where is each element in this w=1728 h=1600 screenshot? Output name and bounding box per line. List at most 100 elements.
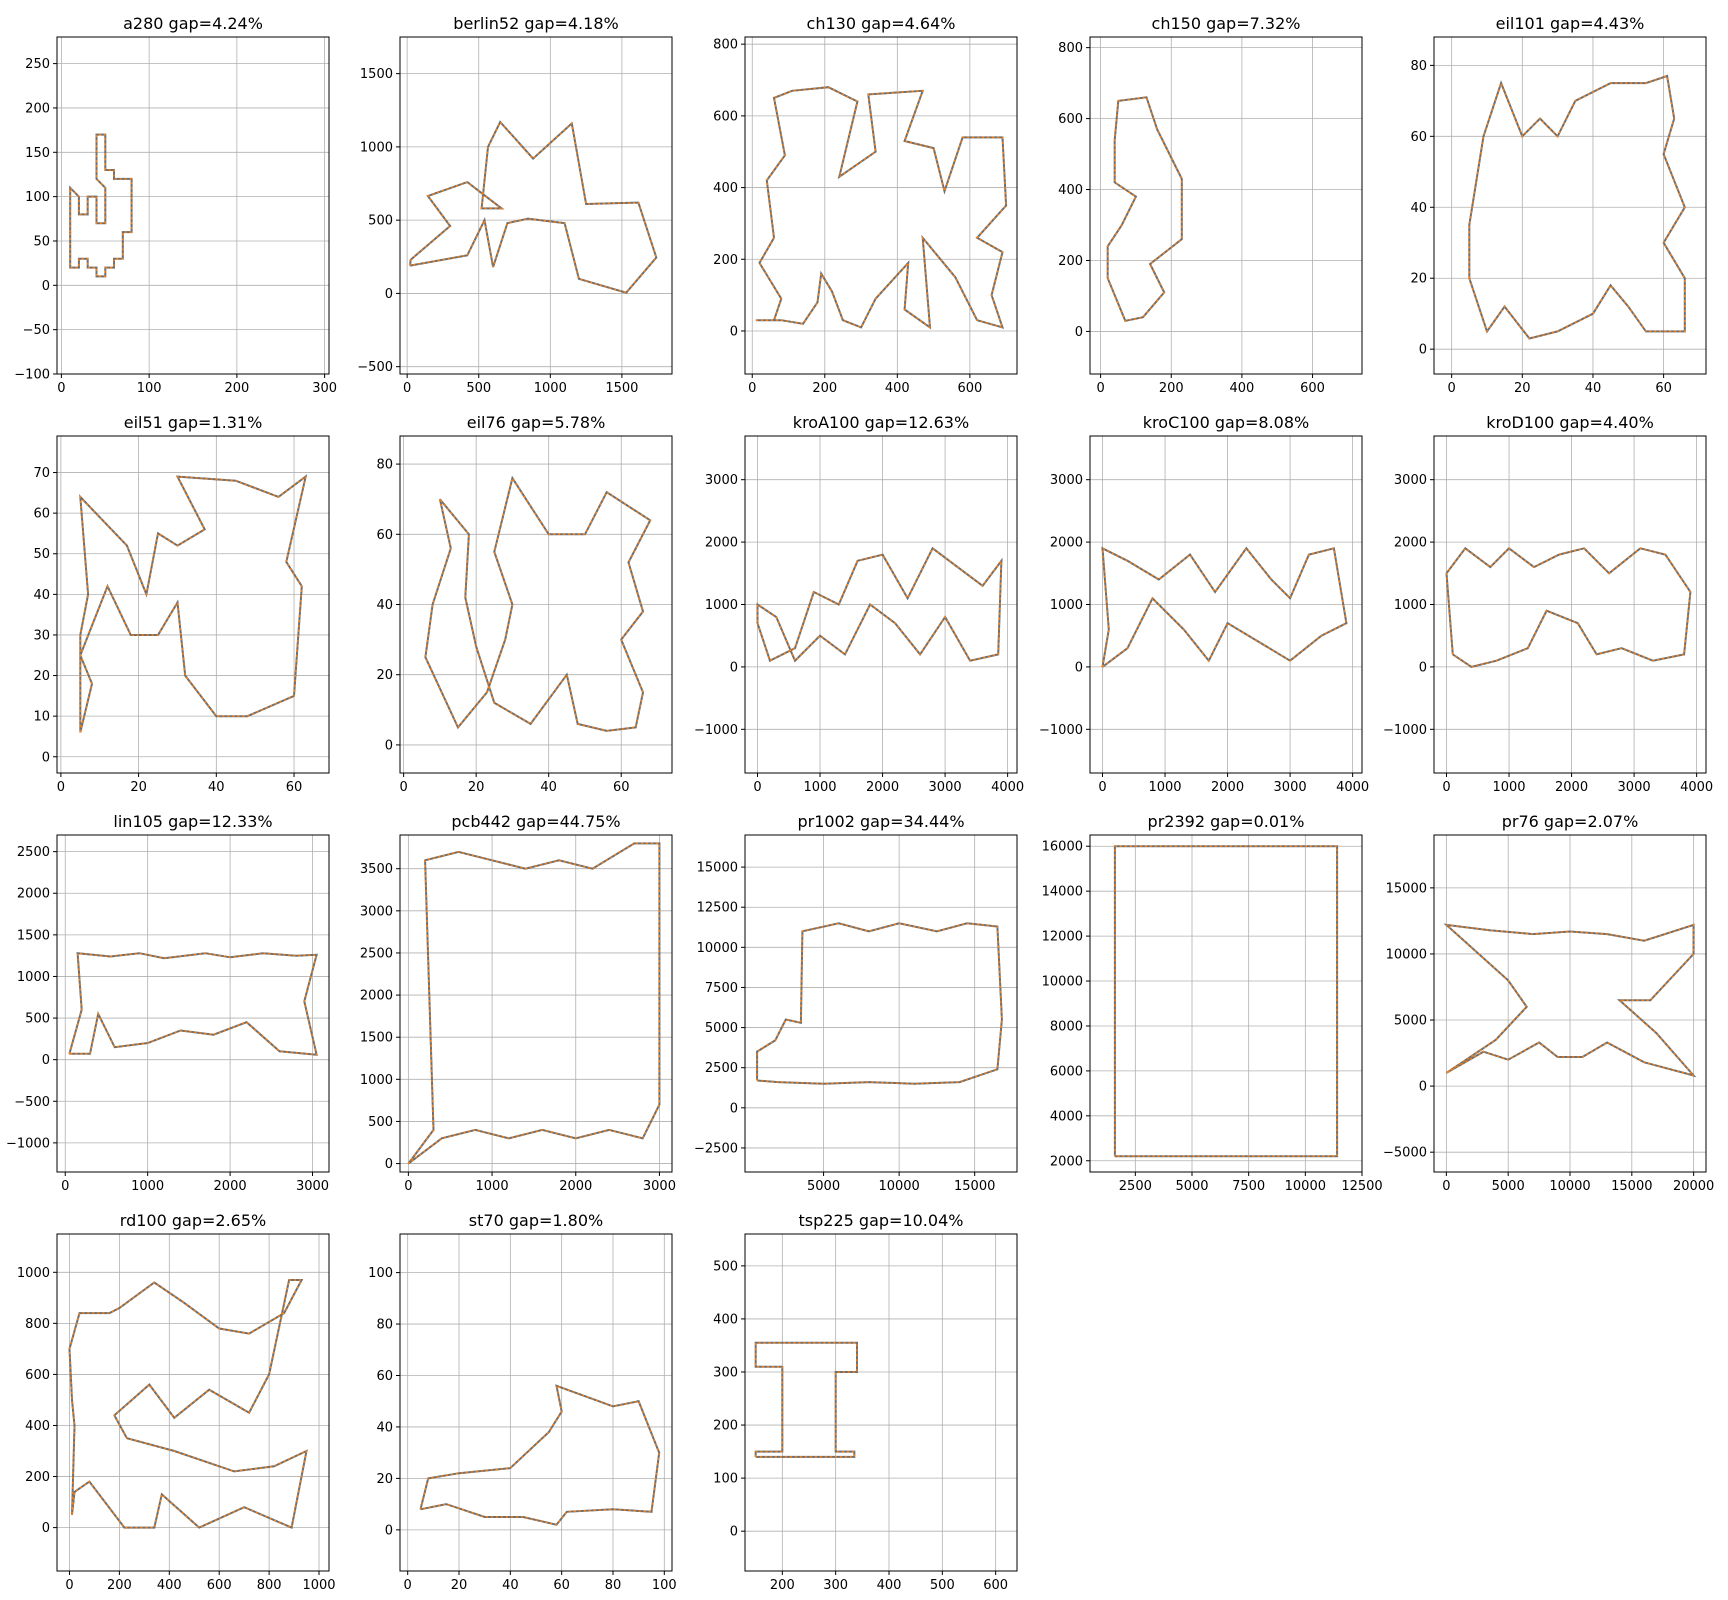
x-tick-label: 600 xyxy=(1300,381,1325,396)
optimal-tour-line xyxy=(754,1342,858,1458)
predicted-tour-line xyxy=(1444,923,1696,1077)
y-tick-label: 3500 xyxy=(360,862,393,877)
y-tick-label: 0 xyxy=(1075,660,1083,675)
x-tick-label: 2000 xyxy=(866,780,899,795)
chart-title: kroA100 gap=12.63% xyxy=(793,413,969,432)
chart-title: pr2392 gap=0.01% xyxy=(1148,812,1305,831)
y-tick-label: 30 xyxy=(33,628,50,643)
axes-frame xyxy=(1089,834,1363,1173)
x-tick-label: 0 xyxy=(753,780,761,795)
x-tick-label: 40 xyxy=(502,1578,519,1593)
common-edge-line xyxy=(407,842,661,1165)
y-tick-label: 1000 xyxy=(17,970,50,985)
axes-frame xyxy=(744,834,1018,1173)
y-tick-label: 2500 xyxy=(705,1061,738,1076)
y-tick-label: 200 xyxy=(25,101,50,116)
predicted-tour-line xyxy=(756,547,1003,663)
common-edge-line xyxy=(424,475,652,732)
y-tick-label: 40 xyxy=(376,1420,393,1435)
y-tick-label: 40 xyxy=(376,598,393,613)
y-tick-label: 1000 xyxy=(1050,598,1083,613)
predicted-tour-line xyxy=(1106,96,1183,322)
axes-frame xyxy=(56,1233,330,1572)
x-tick-label: 2000 xyxy=(1555,780,1588,795)
x-tick-label: 1000 xyxy=(1492,780,1525,795)
y-tick-label: −1000 xyxy=(694,723,738,738)
y-tick-label: 10 xyxy=(33,710,50,725)
axes-frame xyxy=(56,36,330,375)
optimal-tour-line xyxy=(68,1279,308,1529)
x-tick-label: 300 xyxy=(312,381,337,396)
y-tick-label: −100 xyxy=(14,368,50,383)
common-edge-line xyxy=(68,952,318,1056)
y-tick-label: 600 xyxy=(1058,112,1083,127)
x-tick-label: 0 xyxy=(403,381,411,396)
panel-15: 0 200 400 600 800 1000 0 200 400 600 800 1000 rd100 … xyxy=(17,1211,336,1593)
predicted-tour-line xyxy=(1468,75,1686,340)
x-tick-label: 200 xyxy=(812,381,837,396)
x-tick-label: 10000 xyxy=(878,1179,919,1194)
y-tick-label: 3000 xyxy=(1050,473,1083,488)
y-tick-label: 3000 xyxy=(360,904,393,919)
y-tick-label: 7500 xyxy=(705,981,738,996)
y-tick-label: 0 xyxy=(1419,1080,1427,1095)
x-tick-label: 0 xyxy=(1448,381,1456,396)
y-tick-label: 15000 xyxy=(697,861,738,876)
x-tick-label: 40 xyxy=(208,780,225,795)
x-tick-label: 60 xyxy=(286,780,303,795)
panel-11: 0 1000 2000 3000 0 500 1000 1500 2000 2500 3000 350… xyxy=(360,812,676,1194)
common-edge-line xyxy=(419,1384,661,1526)
axes-frame xyxy=(56,435,330,774)
chart-title: st70 gap=1.80% xyxy=(469,1211,603,1230)
y-tick-label: 500 xyxy=(368,1115,393,1130)
y-tick-label: 50 xyxy=(33,234,50,249)
x-tick-label: 600 xyxy=(207,1578,232,1593)
y-tick-label: 70 xyxy=(33,466,50,481)
x-tick-label: 300 xyxy=(823,1578,848,1593)
x-tick-label: 200 xyxy=(107,1578,132,1593)
y-tick-label: 15000 xyxy=(1386,881,1427,896)
y-tick-label: 16000 xyxy=(1042,840,1083,855)
y-tick-label: 80 xyxy=(376,458,393,473)
predicted-tour-line xyxy=(1114,845,1338,1158)
y-tick-label: −500 xyxy=(14,1095,50,1110)
chart-title: eil101 gap=4.43% xyxy=(1496,14,1645,33)
x-tick-label: 20 xyxy=(468,780,485,795)
predicted-tour-line xyxy=(409,120,658,294)
x-tick-label: 400 xyxy=(877,1578,902,1593)
x-tick-label: 1000 xyxy=(803,780,836,795)
chart-title: pr76 gap=2.07% xyxy=(1502,812,1639,831)
x-tick-label: 40 xyxy=(540,780,557,795)
x-tick-label: 3000 xyxy=(643,1179,676,1194)
chart-title: berlin52 gap=4.18% xyxy=(453,14,618,33)
axes-frame xyxy=(399,1233,673,1572)
y-tick-label: 2000 xyxy=(17,887,50,902)
x-tick-label: 0 xyxy=(1098,780,1106,795)
y-tick-label: 800 xyxy=(1058,41,1083,56)
y-tick-label: 150 xyxy=(25,146,50,161)
y-tick-label: 0 xyxy=(385,287,393,302)
x-tick-label: 100 xyxy=(652,1578,677,1593)
x-tick-label: 1500 xyxy=(605,381,638,396)
x-tick-label: 12500 xyxy=(1341,1179,1382,1194)
x-tick-label: 3000 xyxy=(1274,780,1307,795)
y-tick-label: 200 xyxy=(1058,254,1083,269)
y-tick-label: 5000 xyxy=(705,1021,738,1036)
optimal-tour-line xyxy=(1445,547,1692,668)
y-tick-label: 0 xyxy=(42,279,50,294)
panel-14: 0 5000 10000 15000 20000 −5000 0 5000 10000 15000… xyxy=(1383,812,1714,1194)
optimal-tour-line xyxy=(407,842,661,1165)
x-tick-label: 4000 xyxy=(1680,780,1713,795)
predicted-tour-line xyxy=(754,1342,858,1458)
x-tick-label: 2000 xyxy=(1211,780,1244,795)
chart-title: kroC100 gap=8.08% xyxy=(1143,413,1309,432)
optimal-tour-line xyxy=(1114,845,1338,1158)
chart-title: kroD100 gap=4.40% xyxy=(1486,413,1654,432)
predicted-tour-line xyxy=(68,1279,308,1529)
y-tick-label: 600 xyxy=(713,109,738,124)
predicted-tour-line xyxy=(756,922,1003,1085)
predicted-tour-line xyxy=(419,1384,660,1526)
y-tick-label: 80 xyxy=(376,1318,393,1333)
x-tick-label: 80 xyxy=(605,1578,622,1593)
y-tick-label: 500 xyxy=(25,1012,50,1027)
